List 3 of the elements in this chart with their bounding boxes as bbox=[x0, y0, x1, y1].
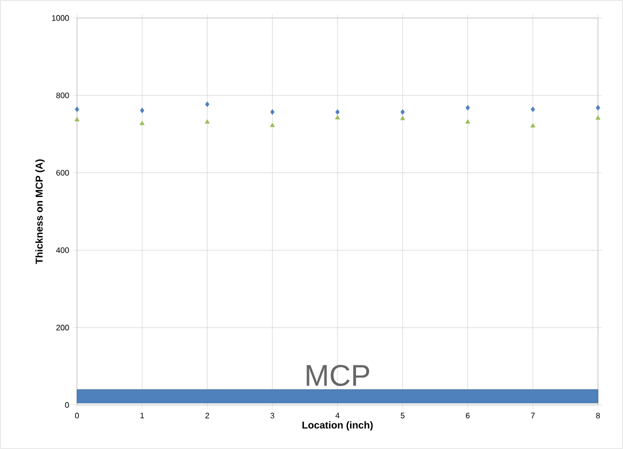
band-label: MCP bbox=[306, 364, 370, 386]
x-axis-title: Location (inch) bbox=[302, 421, 373, 431]
y-axis-title: Thickness on MCP (A) bbox=[35, 159, 45, 264]
